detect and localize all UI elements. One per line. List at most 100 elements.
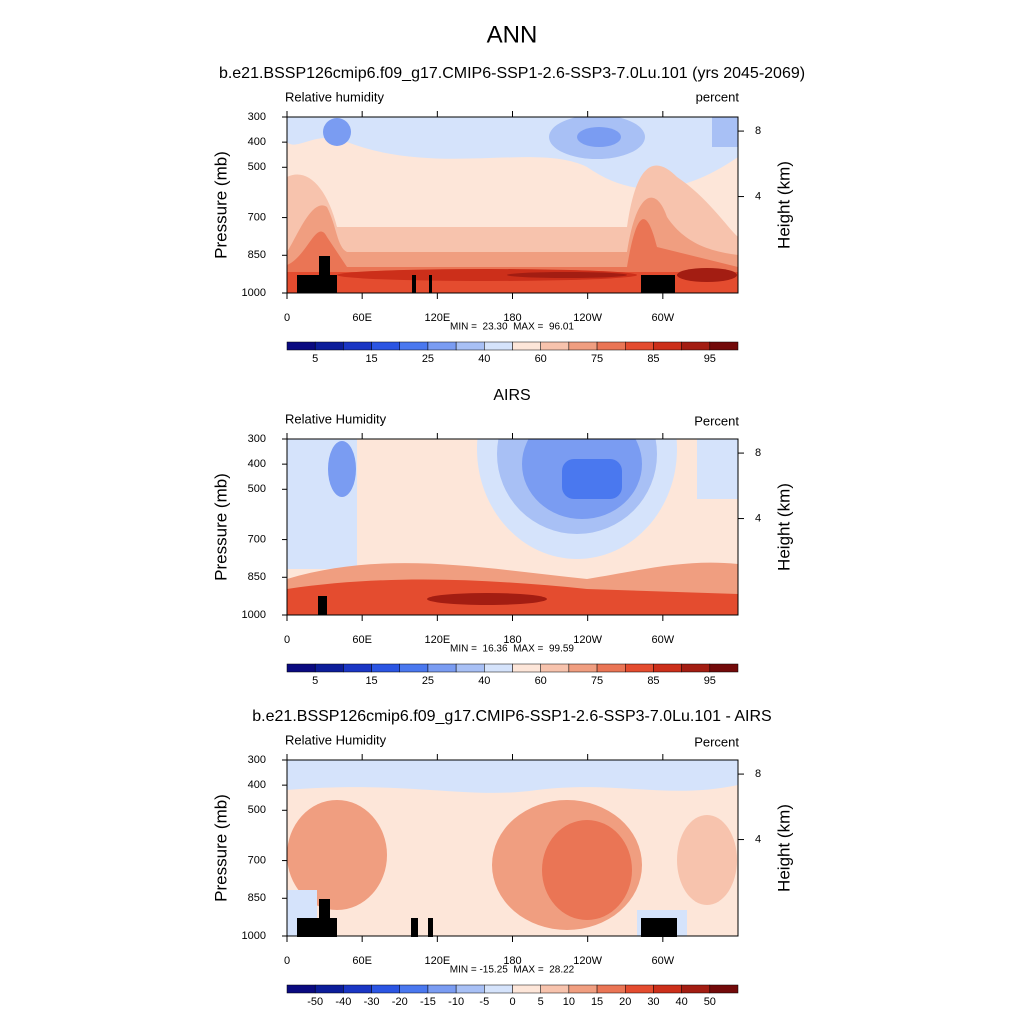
colorbar-label: 15 xyxy=(591,996,603,1008)
x-tick-label: 60E xyxy=(352,312,372,324)
y2-tick-label: 4 xyxy=(755,190,761,202)
colorbar-box xyxy=(568,663,598,673)
colorbar-box xyxy=(653,663,682,673)
y-tick-label: 1000 xyxy=(242,609,266,621)
x-tick-label: 180 xyxy=(503,634,521,646)
colorbar-box xyxy=(653,341,682,351)
colorbar-box xyxy=(484,663,513,673)
colorbar-label: 50 xyxy=(704,996,716,1008)
colorbar-label: 25 xyxy=(422,675,434,687)
colorbar-box xyxy=(427,663,457,673)
colorbar-label: 30 xyxy=(647,996,659,1008)
x-tick-label: 0 xyxy=(284,955,290,967)
y-tick-label: 500 xyxy=(248,483,266,495)
x-tick-label: 120E xyxy=(424,312,450,324)
y2-tick-label: 8 xyxy=(755,125,761,137)
y-tick-label: 850 xyxy=(248,892,266,904)
x-tick-label: 60E xyxy=(352,634,372,646)
colorbar-box xyxy=(399,341,429,351)
topography xyxy=(297,899,677,937)
colorbar-box xyxy=(427,341,457,351)
colorbar-box xyxy=(455,663,485,673)
colorbar-box xyxy=(540,341,570,351)
min-max: MIN = 16.36 MAX = 99.59 xyxy=(450,644,574,655)
contour-field xyxy=(287,760,738,936)
colorbar-box xyxy=(709,341,739,351)
colorbar-box xyxy=(455,984,485,994)
x-tick-label: 60W xyxy=(652,312,675,324)
colorbar-box xyxy=(314,984,344,994)
colorbar-box xyxy=(681,341,711,351)
y-tick-label: 300 xyxy=(248,754,266,766)
colorbar-box xyxy=(709,663,739,673)
x-tick-label: 0 xyxy=(284,312,290,324)
colorbar-label: 25 xyxy=(422,353,434,365)
right-label: Percent xyxy=(694,413,739,428)
x-tick-label: 60E xyxy=(352,955,372,967)
y-tick-label: 300 xyxy=(248,433,266,445)
panel-title: b.e21.BSSP126cmip6.f09_g17.CMIP6-SSP1-2.… xyxy=(252,708,771,725)
colorbar-box xyxy=(286,341,316,351)
x-tick-label: 120E xyxy=(424,634,450,646)
panel-title: b.e21.BSSP126cmip6.f09_g17.CMIP6-SSP1-2.… xyxy=(219,65,805,82)
colorbar-label: 40 xyxy=(478,675,490,687)
colorbar-box xyxy=(596,984,626,994)
colorbar-box xyxy=(484,984,513,994)
y-tick-label: 700 xyxy=(248,533,266,545)
right-label: percent xyxy=(696,89,740,104)
y-tick-label: 1000 xyxy=(242,930,266,942)
y-tick-label: 500 xyxy=(248,804,266,816)
colorbar-box xyxy=(455,341,485,351)
colorbar-box xyxy=(625,984,654,994)
y-tick-label: 1000 xyxy=(242,287,266,299)
left-label: Relative humidity xyxy=(285,89,384,104)
colorbar-box xyxy=(314,663,344,673)
colorbar-box xyxy=(371,341,400,351)
colorbar-label: 0 xyxy=(509,996,515,1008)
topography xyxy=(297,256,675,293)
figure-title: ANN xyxy=(487,21,538,48)
y-axis-label: Pressure (mb) xyxy=(211,794,230,902)
y-tick-label: 850 xyxy=(248,571,266,583)
colorbar-box xyxy=(709,984,739,994)
colorbar-box xyxy=(286,984,316,994)
left-label: Relative Humidity xyxy=(285,411,387,426)
colorbar-label: 95 xyxy=(704,353,716,365)
colorbar-label: 10 xyxy=(563,996,575,1008)
colorbar-box xyxy=(681,984,711,994)
colorbar-label: 60 xyxy=(535,353,547,365)
y2-axis-label: Height (km) xyxy=(774,804,793,892)
colorbar-box xyxy=(540,984,570,994)
colorbar-label: 75 xyxy=(591,353,603,365)
colorbar-box xyxy=(540,663,570,673)
colorbar-box xyxy=(371,663,400,673)
colorbar-label: 5 xyxy=(312,353,318,365)
colorbar-label: -5 xyxy=(479,996,489,1008)
colorbar-box xyxy=(681,663,711,673)
colorbar-label: 40 xyxy=(676,996,688,1008)
y2-tick-label: 8 xyxy=(755,447,761,459)
colorbar-label: 15 xyxy=(365,675,377,687)
colorbar-label: 75 xyxy=(591,675,603,687)
x-tick-label: 180 xyxy=(503,955,521,967)
colorbar-box xyxy=(427,984,457,994)
colorbar-box xyxy=(343,663,372,673)
colorbar-box xyxy=(596,341,626,351)
colorbar-box xyxy=(314,341,344,351)
colorbar-box xyxy=(568,984,598,994)
x-tick-label: 60W xyxy=(652,634,675,646)
colorbar-label: -10 xyxy=(448,996,464,1008)
y-tick-label: 300 xyxy=(248,111,266,123)
colorbar-label: 5 xyxy=(312,675,318,687)
y2-tick-label: 4 xyxy=(755,512,761,524)
colorbar-label: 15 xyxy=(365,353,377,365)
colorbar-label: 95 xyxy=(704,675,716,687)
colorbar-label: 60 xyxy=(535,675,547,687)
colorbar-label: 20 xyxy=(619,996,631,1008)
colorbar-box xyxy=(512,663,541,673)
y-axis-label: Pressure (mb) xyxy=(211,151,230,259)
min-max: MIN = -15.25 MAX = 28.22 xyxy=(450,965,575,976)
x-tick-label: 120W xyxy=(573,955,602,967)
colorbar-label: -15 xyxy=(420,996,436,1008)
